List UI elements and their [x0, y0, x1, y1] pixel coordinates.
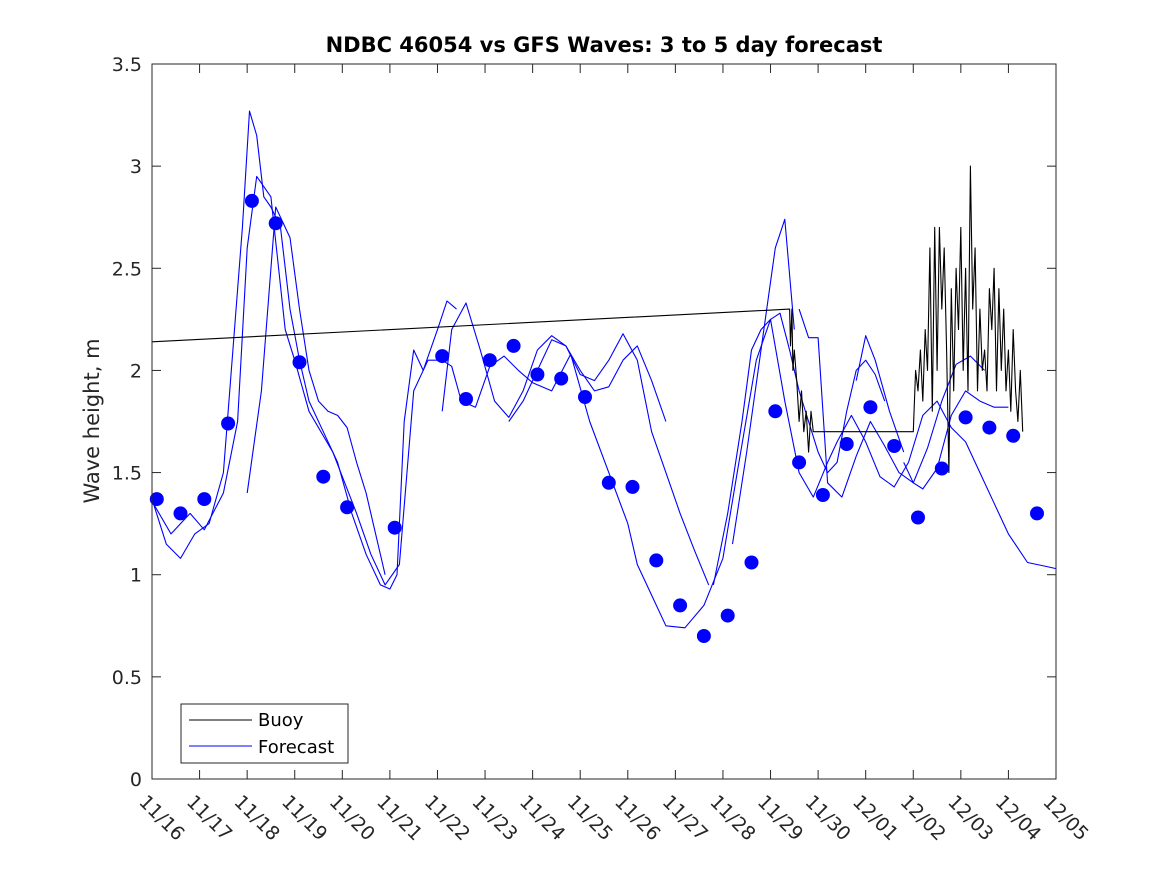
plot-frame — [151, 63, 1057, 780]
forecast-point — [292, 355, 307, 370]
forecast-point — [316, 469, 331, 484]
y-tick-label: 0 — [130, 769, 142, 791]
y-tick-label: 2.5 — [112, 258, 142, 280]
y-tick-label: 1.5 — [112, 463, 142, 485]
forecast-point — [506, 338, 521, 353]
forecast-point — [958, 410, 973, 425]
chart-title: NDBC 46054 vs GFS Waves: 3 to 5 day fore… — [326, 33, 883, 57]
forecast-point — [911, 510, 925, 525]
y-tick-label: 3.5 — [112, 54, 142, 76]
forecast-point — [221, 416, 236, 431]
forecast-point — [554, 371, 569, 386]
forecast-point — [244, 193, 259, 208]
forecast-point — [792, 455, 807, 470]
forecast-point — [149, 492, 164, 507]
forecast-point — [625, 479, 640, 494]
forecast-point — [934, 461, 949, 476]
y-tick-label: 2 — [130, 360, 142, 382]
forecast-point — [268, 216, 283, 231]
forecast-point — [459, 392, 473, 406]
forecast-series-line-4 — [246, 206, 386, 575]
y-tick-label: 0.5 — [112, 667, 142, 689]
forecast-point — [601, 475, 616, 490]
forecast-point — [435, 349, 450, 364]
forecast-series-line-3 — [441, 302, 710, 586]
forecast-point — [815, 488, 830, 502]
buoy-series-line — [151, 165, 1024, 474]
y-axis-label: Wave height, m — [80, 338, 104, 503]
forecast-point — [839, 437, 854, 451]
forecast-point — [197, 492, 212, 507]
forecast-point — [768, 404, 783, 419]
forecast-point — [1006, 428, 1021, 443]
legend-buoy-label: Buoy — [258, 710, 304, 731]
forecast-point — [578, 390, 592, 404]
forecast-series-line-10 — [855, 335, 905, 453]
y-axis: 0 0.5 1 1.5 2 2.5 3 3.5 — [112, 54, 1056, 791]
forecast-point — [340, 500, 355, 515]
forecast-series-line-7 — [731, 218, 795, 545]
forecast-point — [530, 367, 545, 382]
y-tick-label: 1 — [130, 565, 142, 587]
forecast-point — [482, 353, 497, 368]
legend-forecast-label: Forecast — [258, 737, 334, 758]
forecast-series-line-8 — [798, 308, 985, 498]
forecast-point — [744, 555, 759, 570]
forecast-point — [673, 598, 688, 613]
legend: Buoy Forecast — [180, 703, 349, 764]
forecast-point — [387, 520, 402, 535]
forecast-point — [982, 420, 997, 435]
legend-box — [180, 703, 349, 764]
forecast-series-line-9 — [903, 390, 1009, 490]
plot-area — [152, 64, 1056, 779]
plot-points — [149, 165, 1044, 643]
forecast-point — [696, 629, 711, 643]
y-tick-label: 3 — [130, 156, 142, 178]
forecast-point — [1030, 506, 1044, 521]
forecast-point — [863, 400, 878, 415]
forecast-point — [649, 553, 664, 568]
forecast-point — [173, 506, 188, 521]
forecast-point — [887, 439, 902, 453]
forecast-series-line-6 — [712, 312, 886, 586]
forecast-point — [720, 608, 735, 623]
